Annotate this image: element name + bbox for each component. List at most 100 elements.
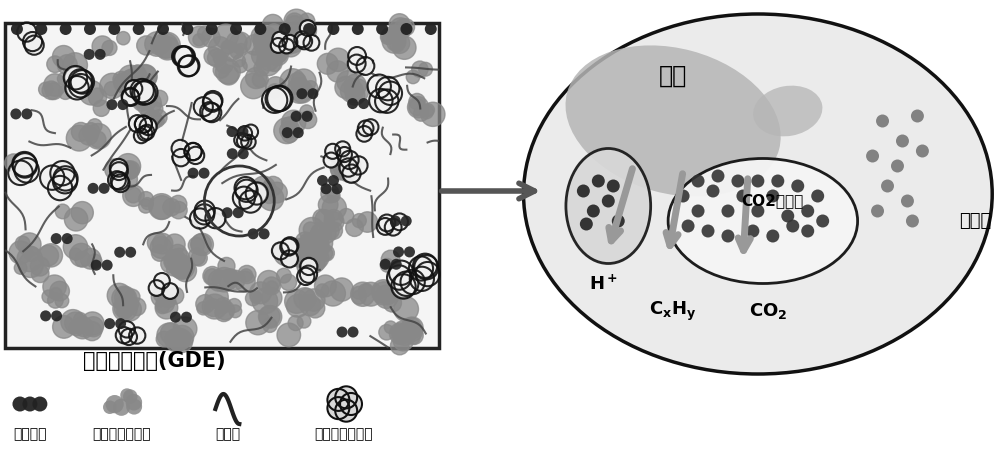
Circle shape bbox=[282, 252, 297, 266]
Circle shape bbox=[816, 214, 829, 227]
Circle shape bbox=[202, 103, 218, 120]
Circle shape bbox=[141, 119, 155, 134]
Circle shape bbox=[352, 287, 365, 299]
Circle shape bbox=[692, 174, 705, 187]
Circle shape bbox=[901, 194, 914, 207]
Circle shape bbox=[116, 154, 141, 179]
Circle shape bbox=[19, 24, 35, 40]
Circle shape bbox=[911, 110, 924, 123]
Circle shape bbox=[60, 23, 72, 35]
Circle shape bbox=[149, 102, 163, 116]
Circle shape bbox=[241, 73, 266, 99]
Circle shape bbox=[235, 43, 247, 55]
Circle shape bbox=[18, 253, 43, 278]
Circle shape bbox=[80, 248, 101, 269]
Circle shape bbox=[409, 99, 426, 116]
Circle shape bbox=[255, 41, 271, 56]
Circle shape bbox=[364, 120, 377, 134]
Circle shape bbox=[102, 41, 117, 55]
Circle shape bbox=[133, 92, 151, 111]
Circle shape bbox=[120, 322, 134, 336]
Circle shape bbox=[264, 31, 287, 54]
Ellipse shape bbox=[753, 86, 822, 137]
Circle shape bbox=[125, 187, 141, 203]
Circle shape bbox=[337, 71, 359, 93]
Circle shape bbox=[303, 23, 315, 35]
Circle shape bbox=[188, 148, 203, 163]
Circle shape bbox=[105, 159, 126, 180]
Circle shape bbox=[153, 33, 178, 58]
Circle shape bbox=[14, 261, 27, 274]
Circle shape bbox=[152, 233, 173, 254]
Circle shape bbox=[173, 141, 188, 156]
Circle shape bbox=[266, 34, 278, 46]
Circle shape bbox=[285, 35, 303, 53]
Circle shape bbox=[147, 233, 167, 253]
Circle shape bbox=[402, 321, 423, 342]
Circle shape bbox=[112, 286, 137, 311]
Circle shape bbox=[307, 230, 325, 248]
Circle shape bbox=[168, 332, 185, 350]
Circle shape bbox=[291, 81, 313, 103]
Circle shape bbox=[250, 291, 262, 303]
Circle shape bbox=[273, 33, 286, 46]
Circle shape bbox=[268, 45, 288, 65]
Circle shape bbox=[313, 236, 329, 252]
Circle shape bbox=[134, 65, 157, 88]
Circle shape bbox=[402, 272, 423, 292]
Circle shape bbox=[871, 205, 884, 218]
Circle shape bbox=[286, 13, 303, 31]
Circle shape bbox=[388, 284, 403, 299]
Circle shape bbox=[151, 287, 171, 307]
Circle shape bbox=[372, 280, 395, 303]
Circle shape bbox=[212, 267, 236, 292]
Circle shape bbox=[74, 313, 87, 325]
Circle shape bbox=[22, 397, 37, 411]
Text: 炭载金属催化剂: 炭载金属催化剂 bbox=[92, 427, 151, 441]
Circle shape bbox=[282, 240, 296, 254]
Circle shape bbox=[301, 21, 314, 35]
Circle shape bbox=[419, 105, 433, 119]
Circle shape bbox=[113, 176, 128, 191]
Circle shape bbox=[114, 73, 134, 93]
Circle shape bbox=[168, 251, 185, 268]
Circle shape bbox=[245, 291, 260, 306]
Circle shape bbox=[303, 81, 318, 95]
Circle shape bbox=[702, 225, 714, 238]
Circle shape bbox=[394, 297, 418, 322]
Circle shape bbox=[145, 32, 169, 56]
Circle shape bbox=[93, 100, 110, 116]
Circle shape bbox=[227, 126, 237, 137]
Circle shape bbox=[409, 93, 425, 110]
Circle shape bbox=[156, 300, 169, 314]
Circle shape bbox=[165, 249, 186, 271]
Circle shape bbox=[607, 179, 620, 192]
Circle shape bbox=[288, 315, 303, 330]
Circle shape bbox=[204, 104, 220, 121]
Circle shape bbox=[10, 162, 31, 183]
Circle shape bbox=[168, 248, 190, 270]
Circle shape bbox=[124, 297, 139, 312]
Circle shape bbox=[117, 32, 130, 45]
Circle shape bbox=[149, 194, 174, 219]
Circle shape bbox=[330, 158, 353, 180]
Circle shape bbox=[120, 69, 144, 94]
Circle shape bbox=[84, 49, 95, 60]
Circle shape bbox=[83, 317, 103, 337]
Circle shape bbox=[402, 317, 423, 338]
Circle shape bbox=[267, 46, 279, 58]
Circle shape bbox=[289, 73, 306, 90]
Circle shape bbox=[126, 394, 142, 411]
Circle shape bbox=[306, 299, 325, 318]
Circle shape bbox=[252, 288, 278, 314]
Circle shape bbox=[327, 189, 340, 202]
Circle shape bbox=[300, 233, 324, 258]
Circle shape bbox=[114, 298, 134, 318]
Circle shape bbox=[339, 164, 356, 182]
Circle shape bbox=[381, 27, 397, 44]
Circle shape bbox=[230, 45, 243, 58]
Circle shape bbox=[130, 71, 144, 84]
Circle shape bbox=[52, 46, 75, 68]
Circle shape bbox=[327, 23, 339, 35]
Circle shape bbox=[235, 188, 253, 207]
